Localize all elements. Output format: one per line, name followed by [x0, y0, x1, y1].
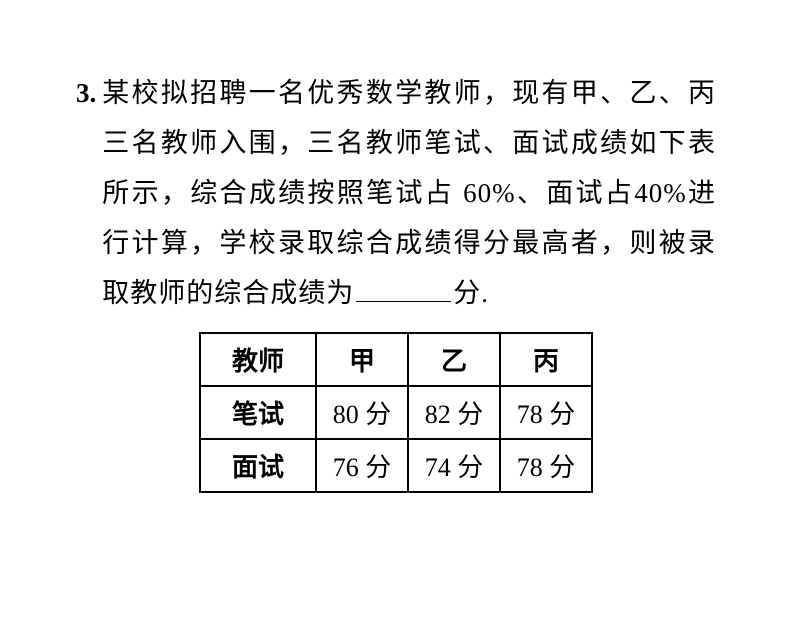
col-header-jia: 甲 — [316, 333, 408, 386]
score-table: 教师 甲 乙 丙 笔试 80 分 82 分 78 分 面试 76 分 74 分 … — [199, 332, 593, 493]
cell-written-bing: 78 分 — [500, 386, 592, 439]
problem-row: 3. 某校拟招聘一名优秀数学教师，现有甲、乙、丙三名教师入围，三名教师笔试、面试… — [76, 68, 716, 318]
problem-text: 某校拟招聘一名优秀数学教师，现有甲、乙、丙三名教师入围，三名教师笔试、面试成绩如… — [102, 68, 716, 318]
table-row: 面试 76 分 74 分 78 分 — [200, 439, 592, 492]
problem-block: 3. 某校拟招聘一名优秀数学教师，现有甲、乙、丙三名教师入围，三名教师笔试、面试… — [76, 68, 716, 493]
col-header-teacher: 教师 — [200, 333, 316, 386]
cell-interview-yi: 74 分 — [408, 439, 500, 492]
cell-written-yi: 82 分 — [408, 386, 500, 439]
col-header-yi: 乙 — [408, 333, 500, 386]
table-row: 笔试 80 分 82 分 78 分 — [200, 386, 592, 439]
table-header-row: 教师 甲 乙 丙 — [200, 333, 592, 386]
cell-interview-jia: 76 分 — [316, 439, 408, 492]
cell-written-jia: 80 分 — [316, 386, 408, 439]
row-label-interview: 面试 — [200, 439, 316, 492]
problem-number: 3. — [76, 68, 102, 118]
text-after-blank: 分. — [453, 278, 489, 308]
col-header-bing: 丙 — [500, 333, 592, 386]
cell-interview-bing: 78 分 — [500, 439, 592, 492]
row-label-written: 笔试 — [200, 386, 316, 439]
answer-blank — [356, 278, 451, 302]
text-before-blank: 某校拟招聘一名优秀数学教师，现有甲、乙、丙三名教师入围，三名教师笔试、面试成绩如… — [102, 78, 716, 308]
table-container: 教师 甲 乙 丙 笔试 80 分 82 分 78 分 面试 76 分 74 分 … — [76, 332, 716, 493]
